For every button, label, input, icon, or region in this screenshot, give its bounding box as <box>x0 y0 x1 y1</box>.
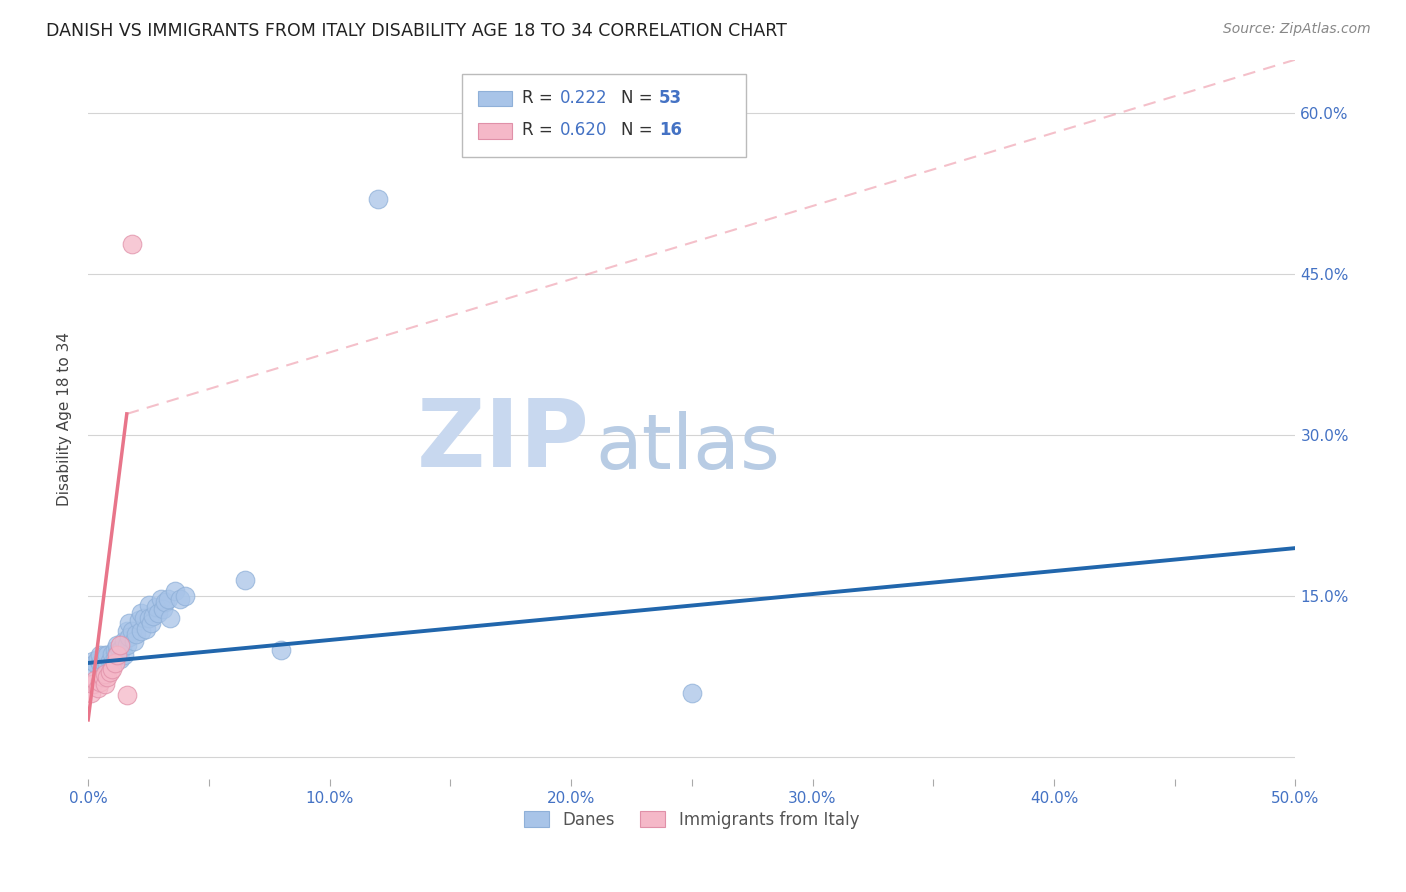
Point <box>118 630 141 644</box>
Point <box>104 656 127 670</box>
Point <box>89 648 111 663</box>
Point <box>173 590 195 604</box>
Point <box>101 656 124 670</box>
Point <box>96 670 118 684</box>
Point <box>128 613 150 627</box>
Legend: Danes, Immigrants from Italy: Danes, Immigrants from Italy <box>517 804 866 835</box>
Point <box>115 638 138 652</box>
Point <box>112 648 135 663</box>
Point <box>91 670 114 684</box>
Point <box>148 606 170 620</box>
Y-axis label: Disability Age 18 to 34: Disability Age 18 to 34 <box>58 332 72 507</box>
Point <box>108 638 131 652</box>
Point <box>139 616 162 631</box>
Point <box>98 654 121 668</box>
Point <box>89 675 111 690</box>
Point <box>122 634 145 648</box>
Point <box>84 656 107 670</box>
Point <box>96 648 118 663</box>
Point <box>129 624 152 638</box>
Point <box>91 654 114 668</box>
Text: Source: ZipAtlas.com: Source: ZipAtlas.com <box>1223 22 1371 37</box>
Point <box>155 595 177 609</box>
Point <box>169 591 191 606</box>
Point <box>138 598 160 612</box>
Point <box>104 643 127 657</box>
Point <box>138 611 160 625</box>
Point <box>108 643 131 657</box>
Text: 0.222: 0.222 <box>560 88 607 107</box>
Point <box>87 651 110 665</box>
Point <box>108 651 131 665</box>
Point <box>270 643 292 657</box>
Point <box>121 237 143 252</box>
Point <box>98 665 121 679</box>
Point <box>681 686 703 700</box>
Point <box>115 624 138 638</box>
Point <box>101 648 124 662</box>
Point <box>165 584 187 599</box>
Point <box>367 192 389 206</box>
Point <box>145 600 167 615</box>
Point <box>142 608 165 623</box>
Point <box>84 673 107 687</box>
Point <box>111 640 134 655</box>
Text: N =: N = <box>620 88 652 107</box>
Point <box>105 648 128 663</box>
Text: atlas: atlas <box>595 411 780 485</box>
Point <box>115 688 138 702</box>
Text: R =: R = <box>522 121 553 139</box>
Point <box>135 622 157 636</box>
Point <box>87 681 110 695</box>
Point <box>112 634 135 648</box>
Text: R =: R = <box>522 88 553 107</box>
Point <box>118 616 141 631</box>
Point <box>82 677 104 691</box>
Point <box>104 650 127 665</box>
Point <box>94 677 117 691</box>
Text: 53: 53 <box>659 88 682 107</box>
FancyBboxPatch shape <box>463 74 747 157</box>
Text: DANISH VS IMMIGRANTS FROM ITALY DISABILITY AGE 18 TO 34 CORRELATION CHART: DANISH VS IMMIGRANTS FROM ITALY DISABILI… <box>46 22 787 40</box>
Text: 16: 16 <box>659 121 682 139</box>
Point <box>94 651 117 665</box>
Point <box>96 658 118 673</box>
Point <box>159 611 181 625</box>
Point <box>105 645 128 659</box>
Point <box>121 624 143 638</box>
Point <box>105 638 128 652</box>
Point <box>89 656 111 670</box>
Point <box>233 574 256 588</box>
Text: 0.620: 0.620 <box>560 121 607 139</box>
Text: N =: N = <box>620 121 652 139</box>
Point <box>125 627 148 641</box>
Point <box>132 611 155 625</box>
Point <box>149 591 172 606</box>
FancyBboxPatch shape <box>478 123 512 139</box>
Point <box>79 659 101 673</box>
Point <box>156 591 179 606</box>
Point <box>82 654 104 668</box>
Point <box>79 686 101 700</box>
Point <box>94 648 117 663</box>
Point <box>152 602 174 616</box>
FancyBboxPatch shape <box>478 90 512 106</box>
Point <box>129 606 152 620</box>
Point <box>94 666 117 681</box>
Text: ZIP: ZIP <box>416 395 589 487</box>
Point <box>101 662 124 676</box>
